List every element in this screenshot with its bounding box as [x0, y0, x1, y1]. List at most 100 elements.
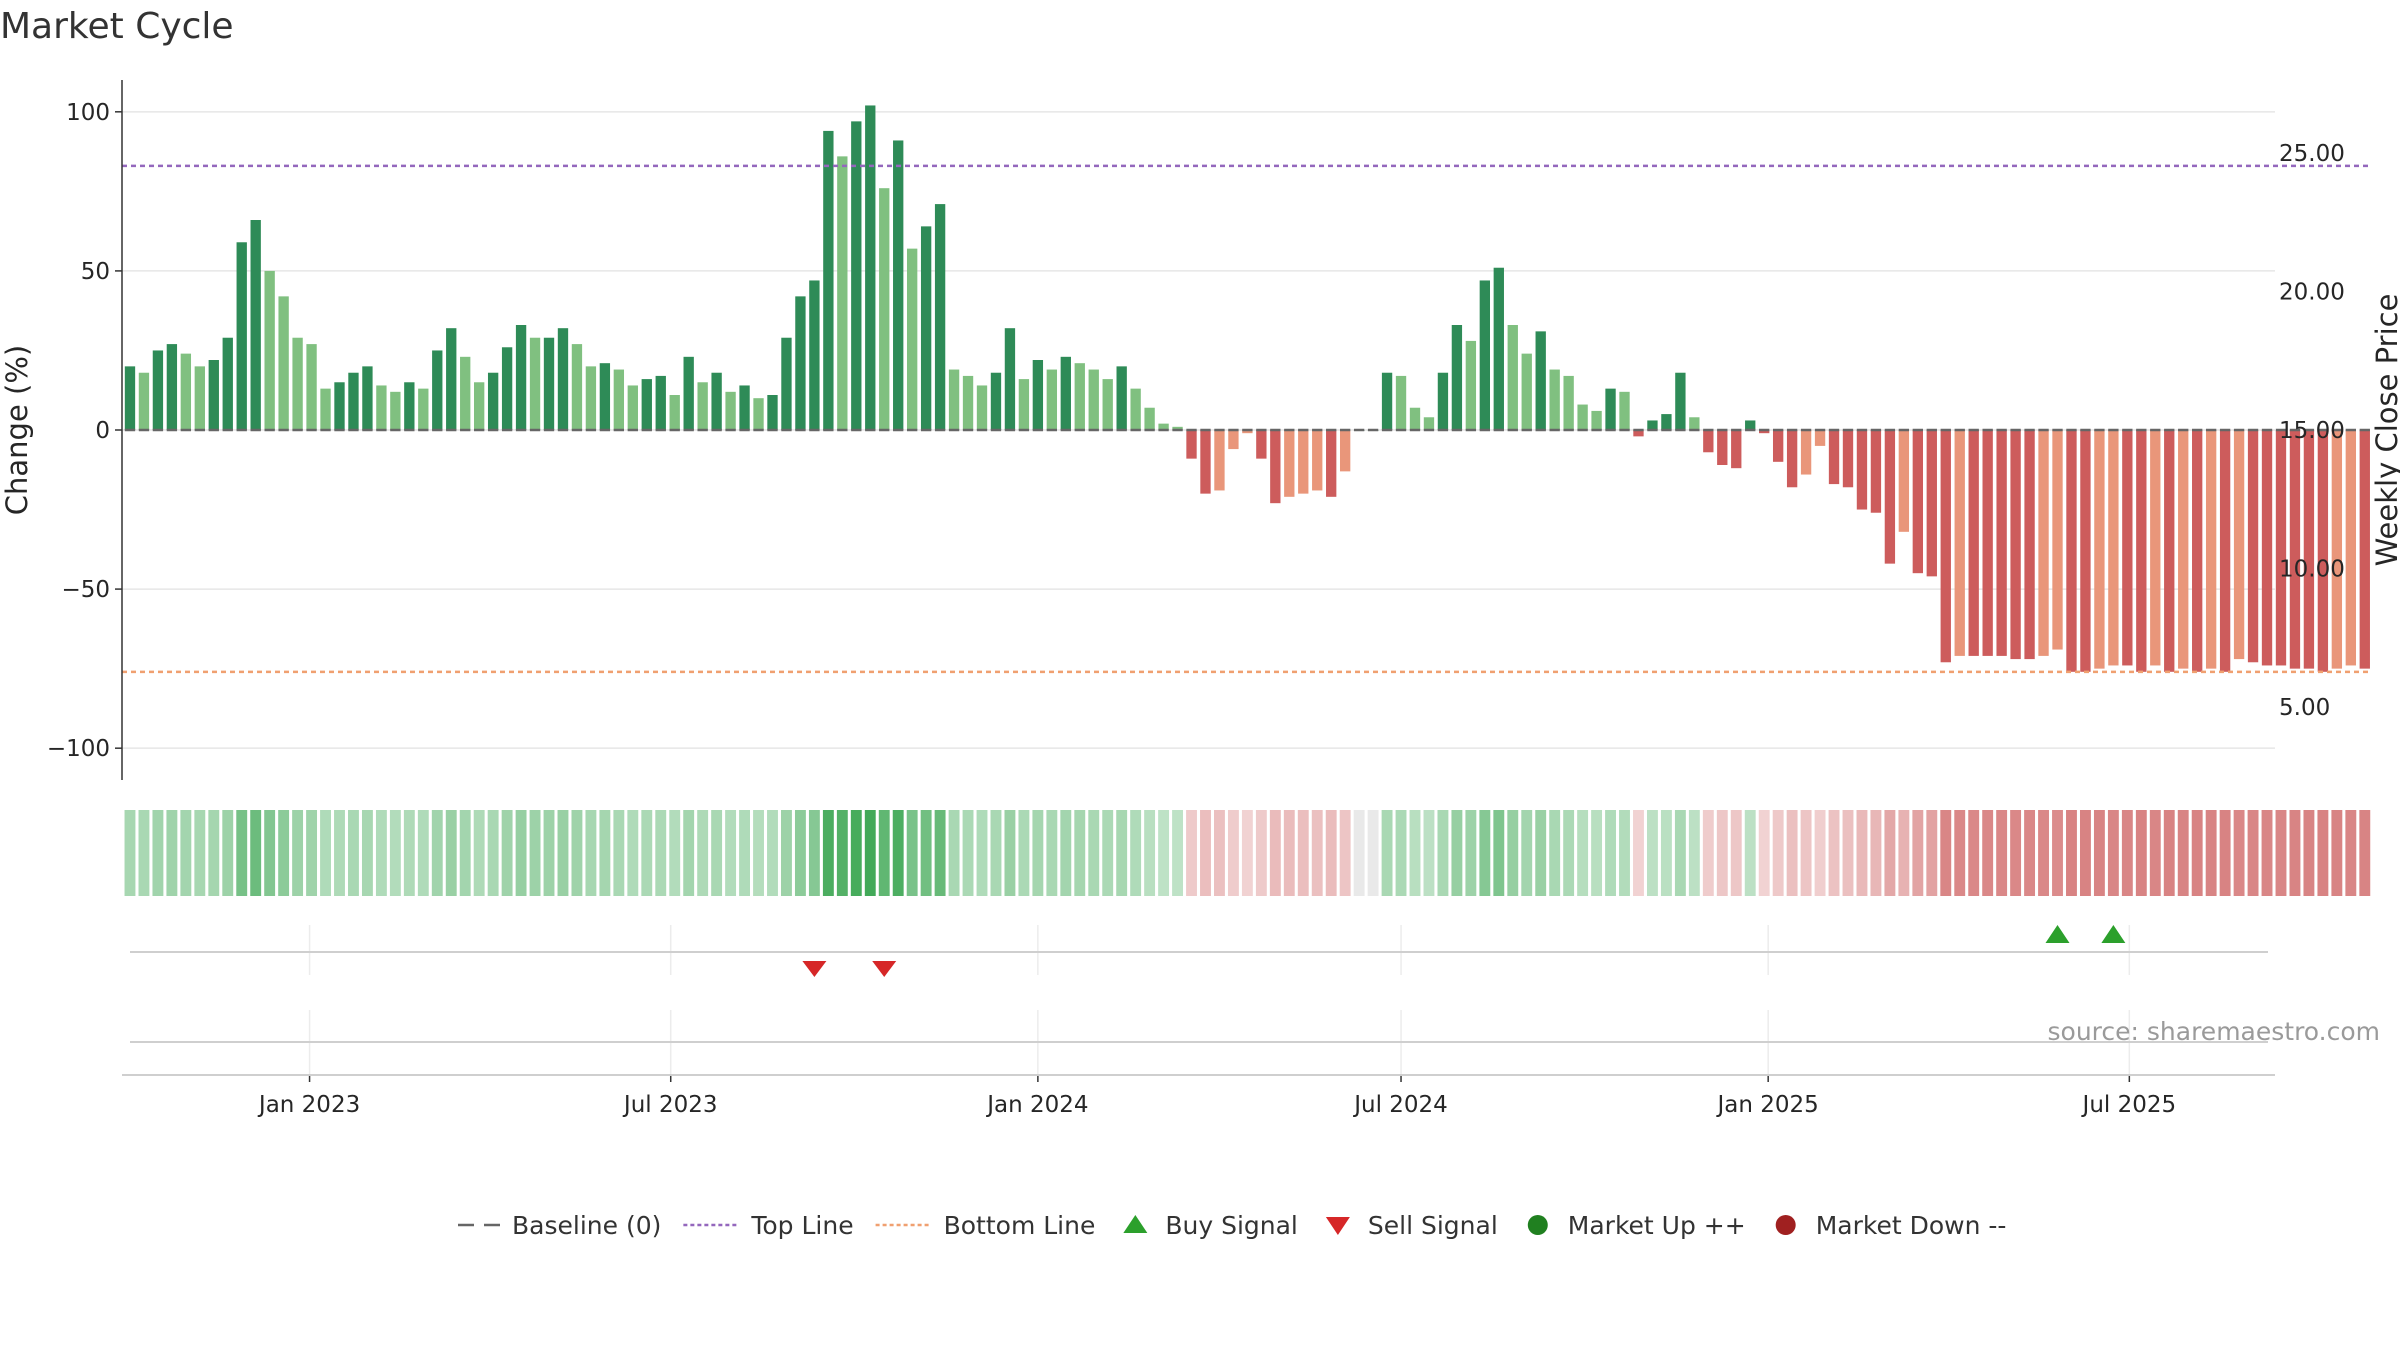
bar	[697, 382, 708, 430]
heat-cell	[348, 810, 359, 896]
bar	[1060, 356, 1071, 430]
bar	[222, 337, 233, 430]
heat-cell	[1214, 810, 1225, 896]
bar	[1535, 331, 1546, 430]
heat-cell	[1339, 810, 1351, 896]
heat-cell	[2177, 810, 2189, 896]
y-axis-left-title: Change (%)	[0, 345, 34, 515]
heat-cell	[1437, 810, 1449, 896]
bar	[962, 375, 974, 430]
legend-swatch-circle	[1527, 1215, 1548, 1235]
bar	[208, 360, 219, 430]
bar	[809, 280, 820, 430]
legend: Baseline (0) Top Line Bottom Line Buy Signa…	[458, 1211, 2006, 1240]
bar	[1912, 430, 1923, 574]
bar	[934, 204, 946, 430]
bar	[1703, 430, 1714, 453]
bar	[571, 344, 583, 430]
bar	[166, 344, 178, 430]
bar	[278, 296, 289, 430]
bar	[348, 372, 359, 430]
heat-cell	[152, 810, 164, 896]
bar	[1619, 391, 1630, 430]
heat-cell	[1619, 810, 1630, 896]
legend-item: Market Up ++	[1527, 1211, 1746, 1240]
bar	[2010, 430, 2021, 660]
heat-cell	[948, 810, 960, 896]
heat-cell	[557, 810, 569, 896]
bar	[2122, 430, 2133, 666]
heat-cell	[543, 810, 555, 896]
bar	[264, 270, 275, 430]
bar	[655, 375, 666, 430]
bar	[976, 385, 988, 430]
heat-cell	[906, 810, 918, 896]
heat-cell	[1800, 810, 1812, 896]
change-bars	[124, 105, 2370, 672]
heat-cell	[613, 810, 625, 896]
bar	[432, 350, 443, 430]
heat-cell	[320, 810, 331, 896]
heat-cell	[2191, 810, 2203, 896]
bar	[2136, 430, 2147, 672]
heat-cell	[138, 810, 150, 896]
bar	[1200, 430, 1211, 494]
heat-cell	[431, 810, 443, 896]
legend-item: Baseline (0)	[458, 1211, 661, 1240]
bar	[1759, 430, 1770, 434]
heat-cell	[473, 810, 485, 896]
y-tick-label-right: 20.00	[2279, 280, 2345, 306]
bar	[1284, 430, 1295, 497]
bar	[543, 337, 555, 430]
heat-cell	[236, 810, 248, 896]
heat-cell	[1423, 810, 1435, 896]
heat-cell	[1144, 810, 1156, 896]
heat-cell	[1493, 810, 1505, 896]
x-axis: Jan 2023 Jul 2023 Jan 2024 Jul 2024 Jan 2025…	[122, 1074, 2275, 1118]
legend-item: Sell Signal	[1325, 1211, 1498, 1240]
bar	[2108, 430, 2119, 666]
heat-cell	[767, 810, 778, 896]
heat-cell	[1758, 810, 1770, 896]
heat-cell	[920, 810, 932, 896]
heat-cell	[697, 810, 709, 896]
heat-cell	[683, 810, 695, 896]
bar	[1228, 430, 1239, 450]
y-tick-label-left: 50	[81, 259, 110, 285]
bar	[1298, 430, 1309, 494]
bar	[2317, 430, 2329, 672]
bar	[376, 385, 387, 430]
bar	[1158, 423, 1169, 430]
bar	[683, 356, 694, 430]
bar	[306, 344, 317, 430]
bar	[2219, 430, 2231, 672]
bar	[948, 369, 960, 430]
heat-cell	[1605, 810, 1616, 896]
heat-cell	[781, 810, 792, 896]
bar	[1032, 360, 1044, 430]
source-note: source: sharemaestro.com	[2048, 1017, 2381, 1046]
bar	[2080, 430, 2091, 672]
heat-cell	[2024, 810, 2036, 896]
bar	[1312, 430, 1323, 491]
heat-cell	[1409, 810, 1421, 896]
y-tick-label-left: −50	[61, 577, 110, 603]
bar	[515, 325, 527, 430]
bar	[1982, 430, 1993, 656]
x-tick-label: Jan 2025	[1716, 1092, 1819, 1118]
heat-cell	[669, 810, 681, 896]
bar	[2038, 430, 2049, 656]
bar	[1186, 430, 1197, 459]
heat-cell	[711, 810, 723, 896]
heat-cell	[808, 810, 820, 896]
bar	[1479, 280, 1491, 430]
heat-cell	[2052, 810, 2063, 896]
bar	[2303, 430, 2315, 669]
heat-cell	[2261, 810, 2273, 896]
heat-cell	[850, 810, 862, 896]
bar	[1772, 430, 1784, 462]
heat-cell	[2247, 810, 2259, 896]
heat-cell	[2233, 810, 2245, 896]
x-tick-label: Jan 2023	[257, 1092, 360, 1118]
